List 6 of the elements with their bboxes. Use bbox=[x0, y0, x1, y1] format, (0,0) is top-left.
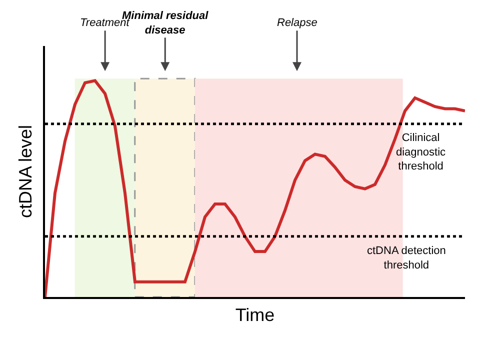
text: Relapse bbox=[277, 17, 318, 29]
y-axis-title: ctDNA level bbox=[16, 124, 36, 218]
x-axis-title: Time bbox=[235, 305, 275, 325]
ref-line-label: Cilinical diagnostic threshold bbox=[396, 132, 446, 173]
text: Treatment bbox=[80, 17, 130, 29]
ref-line-label: ctDNA detection threshold bbox=[367, 245, 446, 272]
